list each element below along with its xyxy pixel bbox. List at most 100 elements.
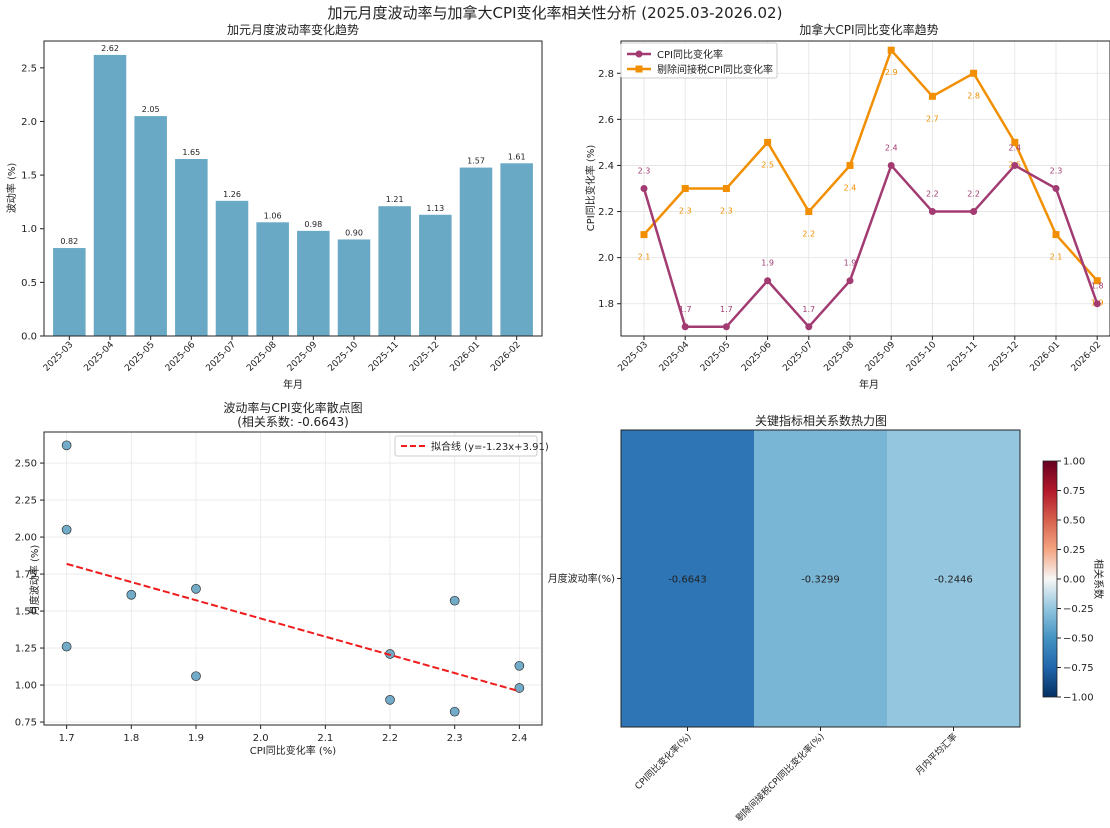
x-tick-label: 2025-08 xyxy=(245,340,279,374)
x-tick-label: 2025-08 xyxy=(822,340,856,374)
colorbar-tick-label: 1.00 xyxy=(1063,457,1085,468)
scatter-point xyxy=(126,589,137,600)
bar-value-label: 0.90 xyxy=(345,228,363,237)
x-tick-label: 2025-04 xyxy=(658,340,692,374)
cpi-value-label: 1.9 xyxy=(844,259,857,268)
line-chart-title: 加拿大CPI同比变化率趋势 xyxy=(799,22,938,37)
y-tick-label: 1.5 xyxy=(21,171,37,182)
core-cpi-point xyxy=(805,208,813,216)
fit-line xyxy=(66,562,520,693)
core-cpi-value-label: 2.3 xyxy=(679,207,692,216)
core-cpi-value-label: 2.7 xyxy=(926,114,939,123)
x-tick-label: 2025-04 xyxy=(82,340,116,374)
x-tick-label: 2025-12 xyxy=(408,340,442,374)
bar-value-label: 1.13 xyxy=(426,204,444,213)
scatter-legend xyxy=(394,435,538,457)
colorbar-tick-label: −1.00 xyxy=(1063,693,1094,704)
core-cpi-point xyxy=(681,185,689,192)
x-tick-label: 2025-09 xyxy=(864,340,898,374)
core-cpi-series-line xyxy=(643,47,1099,282)
cpi-point xyxy=(1011,161,1019,169)
x-tick-label: 2025-09 xyxy=(286,340,320,374)
x-tick-label: 1.7 xyxy=(59,733,75,744)
line-chart-ylabel: CPI同比变化率 (%) xyxy=(584,145,597,232)
scatter-point xyxy=(449,595,460,606)
bar xyxy=(256,222,289,336)
plot-frame xyxy=(43,40,543,337)
x-tick-label: 2025-07 xyxy=(204,340,238,374)
y-tick-label: 1.8 xyxy=(598,299,614,310)
core-cpi-point xyxy=(970,69,978,77)
plot-frame xyxy=(43,431,543,726)
core-cpi-value-label: 2.8 xyxy=(967,91,980,100)
cpi-value-label: 2.3 xyxy=(1050,167,1063,176)
heatmap-col-label: 月内平均汇率 xyxy=(913,731,960,778)
scatter-point xyxy=(449,706,460,717)
x-tick-label: 2026-02 xyxy=(1070,340,1104,374)
x-tick-label: 2025-12 xyxy=(987,340,1021,374)
plot-frame xyxy=(620,40,1110,337)
x-tick-label: 2025-10 xyxy=(905,340,939,374)
bar-value-label: 1.65 xyxy=(182,148,200,157)
cpi-value-label: 2.2 xyxy=(967,190,980,199)
x-tick-label: 2025-05 xyxy=(699,340,733,374)
y-tick-label: 0.75 xyxy=(15,718,37,729)
bar-value-label: 0.82 xyxy=(60,237,78,246)
bar xyxy=(378,206,411,336)
heatmap-cell xyxy=(621,430,754,727)
line-chart-xlabel: 年月 xyxy=(859,378,879,391)
bar-chart-ylabel: 波动率 (%) xyxy=(5,163,18,214)
core-cpi-value-label: 2.1 xyxy=(1050,253,1063,262)
cpi-value-label: 2.4 xyxy=(1008,143,1021,152)
cpi-point xyxy=(1052,185,1060,192)
bar xyxy=(134,116,167,336)
x-tick-label: 2026-01 xyxy=(1028,340,1062,374)
y-tick-label: 1.00 xyxy=(15,681,37,692)
scatter-point xyxy=(385,694,395,705)
cpi-value-label: 1.7 xyxy=(679,305,692,314)
x-tick-label: 2026-02 xyxy=(489,340,523,374)
cpi-value-label: 2.4 xyxy=(885,143,898,152)
x-tick-label: 2.0 xyxy=(253,733,269,744)
core-cpi-point xyxy=(1011,138,1019,146)
core-cpi-value-label: 2.1 xyxy=(638,253,651,262)
scatter-point xyxy=(514,683,525,693)
x-tick-label: 2025-11 xyxy=(946,340,980,374)
bar-value-label: 1.57 xyxy=(467,157,485,166)
figure-title: 加元月度波动率与加拿大CPI变化率相关性分析 (2025.03-2026.02) xyxy=(328,4,783,22)
legend-core-marker xyxy=(635,65,643,73)
y-tick-label: 1.0 xyxy=(21,224,37,235)
cpi-point xyxy=(764,277,772,285)
legend-fit-label: 拟合线 (y=-1.23x+3.91) xyxy=(431,440,549,453)
colorbar-tick-label: 0.25 xyxy=(1063,545,1085,556)
plot-frame xyxy=(620,429,1021,728)
bar xyxy=(500,163,533,336)
colorbar-label: 相关系数 xyxy=(1092,559,1105,599)
x-tick-label: 2.3 xyxy=(447,733,463,744)
core-cpi-value-label: 2.5 xyxy=(761,160,774,169)
bar xyxy=(175,159,208,336)
core-cpi-point xyxy=(1052,231,1060,239)
scatter-subtitle: (相关系数: -0.6643) xyxy=(237,414,349,429)
cpi-point xyxy=(846,277,854,285)
x-tick-label: 2025-05 xyxy=(123,340,157,374)
heatmap-col-label: CPI同比变化率(%) xyxy=(632,731,693,792)
core-cpi-point xyxy=(846,161,854,169)
cpi-value-label: 2.3 xyxy=(638,167,651,176)
y-tick-label: 1.25 xyxy=(15,644,37,655)
colorbar-tick-label: −0.50 xyxy=(1063,634,1094,645)
line-chart-legend: CPI同比变化率 剔除间接税CPI同比变化率 xyxy=(620,42,778,79)
bar-value-label: 1.61 xyxy=(508,152,526,161)
heatmap-cell-value: -0.6643 xyxy=(668,575,707,586)
scatter-title: 波动率与CPI变化率散点图 xyxy=(223,400,362,415)
core-cpi-point xyxy=(1093,277,1101,285)
x-tick-label: 2025-11 xyxy=(367,340,401,374)
cpi-value-label: 2.2 xyxy=(926,190,939,199)
cpi-series-line xyxy=(642,163,1099,329)
heatmap-cell-value: -0.2446 xyxy=(934,575,973,586)
bar xyxy=(297,230,330,336)
cpi-value-label: 1.7 xyxy=(720,305,733,314)
y-tick-label: 0.5 xyxy=(21,278,37,289)
correlation-heatmap: 关键指标相关系数热力图 月度波动率(%) 相关系数 -0.6643 CPI同比变化… xyxy=(548,413,1105,824)
y-tick-label: 2.8 xyxy=(598,69,614,80)
